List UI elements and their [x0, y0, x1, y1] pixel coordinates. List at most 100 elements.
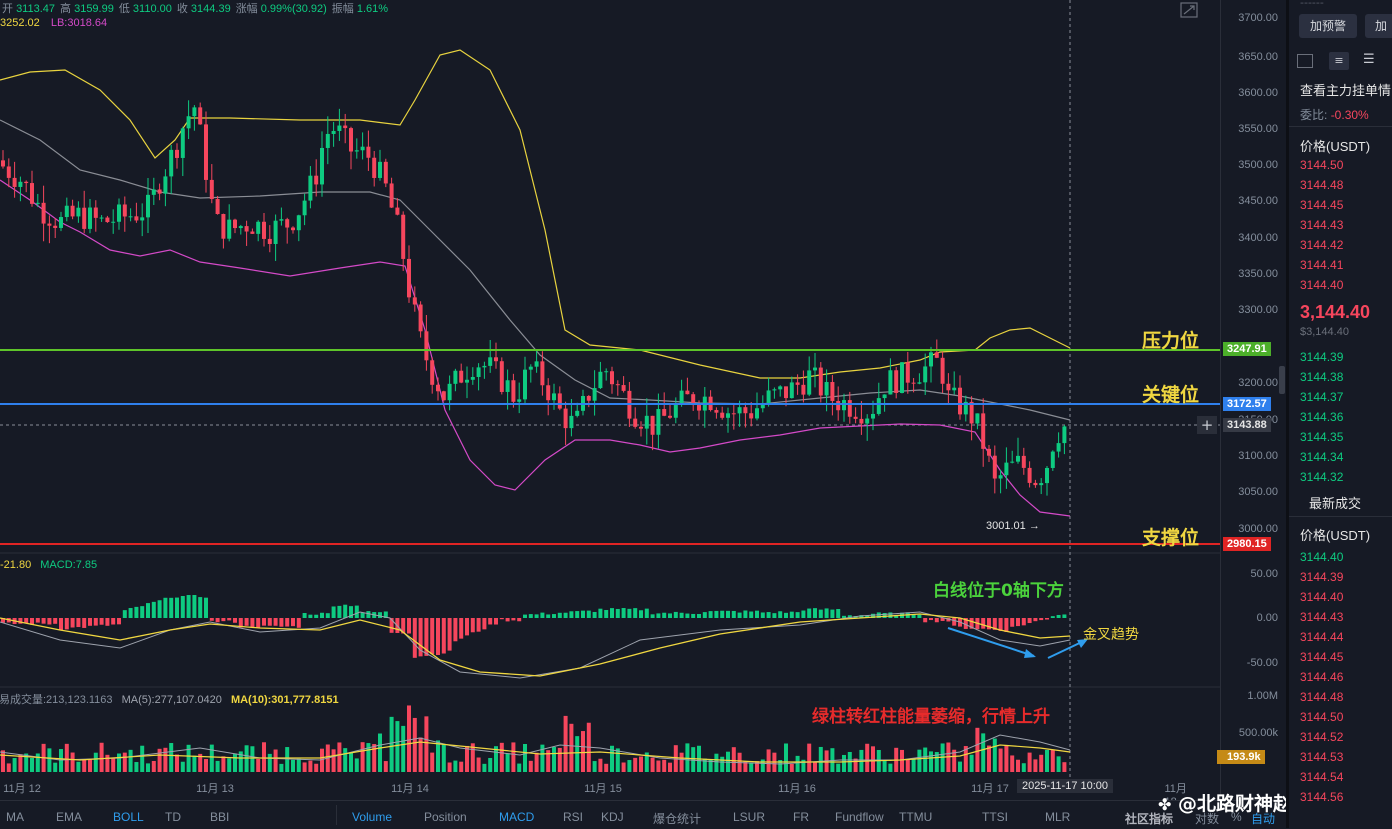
candle	[349, 128, 353, 152]
macd-bar	[766, 612, 771, 618]
price-row[interactable]: 3144.56	[1300, 790, 1344, 804]
price-row[interactable]: 3144.36	[1300, 410, 1344, 424]
macd-bar	[952, 618, 957, 626]
price-row[interactable]: 3144.37	[1300, 390, 1344, 404]
price-row[interactable]: 3144.40	[1300, 550, 1344, 564]
candle	[1021, 455, 1026, 468]
volume-bar	[708, 759, 713, 772]
macd-bar	[140, 606, 145, 618]
indicator-tab-bbi[interactable]: BBI	[210, 810, 230, 824]
volume-bar	[1004, 744, 1009, 772]
price-row[interactable]: 3144.41	[1300, 258, 1344, 272]
macd-bar	[401, 618, 406, 634]
price-row[interactable]: 3144.43	[1300, 218, 1344, 232]
orderbook-both-icon	[1297, 54, 1313, 68]
price-chart-canvas[interactable]	[0, 0, 1220, 800]
indicator-tab-volume[interactable]: Volume	[352, 810, 393, 824]
price-row[interactable]: 3144.42	[1300, 238, 1344, 252]
crosshair-plus-icon[interactable]: +	[1197, 416, 1217, 434]
panel-collapse-handle[interactable]	[1279, 366, 1285, 394]
volume-bar	[691, 747, 696, 772]
price-row[interactable]: 3144.48	[1300, 178, 1344, 192]
indicator-tab-爆仓统计[interactable]: 爆仓统计	[653, 812, 702, 826]
candle	[470, 376, 475, 380]
indicator-tab-td[interactable]: TD	[165, 810, 181, 824]
candle	[117, 204, 121, 222]
macd-bar	[134, 606, 139, 618]
price-row[interactable]: 3144.50	[1300, 158, 1344, 172]
macd-bar	[946, 618, 951, 622]
macd-bar	[540, 612, 545, 618]
indicator-tab-fundflow[interactable]: Fundflow	[835, 810, 884, 824]
price-row[interactable]: 3144.54	[1300, 770, 1344, 784]
macd-bar	[250, 618, 255, 628]
price-row[interactable]: 3144.38	[1300, 370, 1344, 384]
price-row[interactable]: 3144.45	[1300, 198, 1344, 212]
price-row[interactable]: 3144.40	[1300, 278, 1344, 292]
indicator-tab-ttsi[interactable]: TTSI	[982, 810, 1008, 824]
indicator-tab-ema[interactable]: EMA	[56, 810, 83, 824]
macd-bar	[215, 618, 220, 623]
macd-bar	[610, 608, 614, 618]
price-row[interactable]: 3144.48	[1300, 690, 1344, 704]
price-axis[interactable]: 3700.00 3650.00 3600.00 3550.00 3500.00 3450.…	[1197, 0, 1285, 800]
volume-bar	[383, 761, 388, 772]
indicator-tab-macd[interactable]: MACD	[499, 810, 535, 824]
price-row[interactable]: 3144.39	[1300, 350, 1344, 364]
indicator-tab-kdj[interactable]: KDJ	[601, 810, 624, 824]
price-row[interactable]: 3144.52	[1300, 730, 1344, 744]
indicator-tab-boll[interactable]: BOLL	[113, 810, 144, 824]
volume-bar	[488, 757, 493, 772]
candle	[610, 371, 614, 385]
indicator-tab-ttmu[interactable]: TTMU	[899, 810, 933, 824]
add-alert-button-2[interactable]: 加	[1365, 14, 1392, 38]
candle	[604, 371, 609, 373]
price-row[interactable]: 3144.34	[1300, 450, 1344, 464]
indicator-tab-lsur[interactable]: LSUR	[733, 810, 766, 824]
price-row[interactable]: 3144.45	[1300, 650, 1344, 664]
volume-bar	[122, 752, 127, 772]
macd-bar	[505, 618, 510, 622]
candle	[784, 386, 788, 399]
candle	[430, 360, 435, 385]
community-indicator-button[interactable]: 社区指标	[1125, 812, 1174, 826]
price-row[interactable]: 3144.35	[1300, 430, 1344, 444]
indicator-tab-position[interactable]: Position	[424, 810, 467, 824]
chart-area[interactable]: 开 3113.47 高 3159.99 低 3110.00 收 3144.39 涨幅 0…	[0, 0, 1220, 808]
indicator-tab-rsi[interactable]: RSI	[563, 810, 584, 824]
volume-bar	[789, 763, 794, 772]
price-row[interactable]: 3144.40	[1300, 590, 1344, 604]
candle	[731, 413, 736, 415]
candle	[766, 390, 771, 403]
price-row[interactable]: 3144.39	[1300, 570, 1344, 584]
indicator-tab-mlr[interactable]: MLR	[1045, 810, 1071, 824]
candle	[760, 402, 765, 409]
macd-bar	[581, 610, 585, 618]
price-row[interactable]: 3144.46	[1300, 670, 1344, 684]
candle	[175, 149, 179, 158]
layout-icons[interactable]: ≡ ☰	[1297, 52, 1392, 72]
auto-scale-button[interactable]: 自动	[1251, 812, 1276, 826]
volume-bar	[88, 759, 92, 772]
price-row[interactable]: 3144.50	[1300, 710, 1344, 724]
trades-title[interactable]: 最新成交	[1309, 496, 1362, 511]
volume-bar	[418, 737, 423, 772]
price-row[interactable]: 3144.53	[1300, 750, 1344, 764]
indicator-tab-ma[interactable]: MA	[6, 810, 24, 824]
candle	[789, 382, 794, 399]
volume-bar	[528, 760, 533, 772]
macd-bar	[447, 618, 452, 651]
log-scale-button[interactable]: 对数	[1195, 812, 1220, 826]
add-alert-button[interactable]: 加预警	[1299, 14, 1357, 38]
depth-title[interactable]: 查看主力挂单情	[1300, 83, 1392, 98]
price-row[interactable]: 3144.44	[1300, 630, 1344, 644]
percent-scale-button[interactable]: %	[1231, 810, 1242, 824]
indicator-tab-fr[interactable]: FR	[793, 810, 809, 824]
price-row[interactable]: 3144.32	[1300, 470, 1344, 484]
volume-bar	[430, 752, 435, 772]
candle	[488, 357, 493, 366]
macd-bar	[1021, 618, 1026, 626]
price-row[interactable]: 3144.43	[1300, 610, 1344, 624]
price-axis-label: 3550.00	[1238, 123, 1278, 135]
candle	[476, 367, 481, 377]
